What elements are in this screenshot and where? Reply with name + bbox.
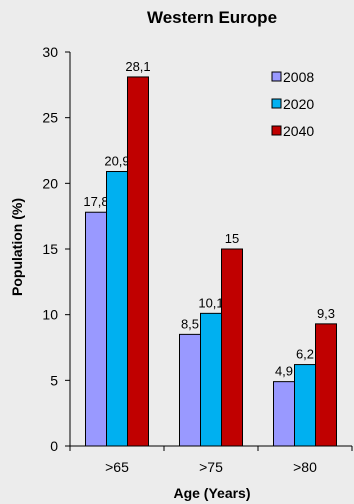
bar-2008-3	[273, 381, 295, 447]
legend-label-2020: 2020	[283, 96, 314, 112]
data-label: 17,8	[83, 194, 108, 209]
y-axis-label: Population (%)	[9, 198, 25, 296]
chart-title: Western Europe	[147, 8, 277, 27]
y-tick-label: 0	[50, 438, 58, 454]
x-tick-label: >65	[105, 459, 129, 475]
bar-2040-1	[127, 76, 149, 447]
plot-area: 0 5 10 15 20 25 30 17,8 20,9 28,1 >65 8,5 10,1 15 >75 4…	[42, 44, 353, 475]
y-tick-label: 20	[42, 175, 58, 191]
bar-2008-1	[85, 211, 107, 447]
data-label: 8,5	[181, 316, 199, 331]
legend-label-2040: 2040	[283, 123, 314, 139]
bar-2020-3	[294, 364, 316, 447]
x-tick-label: >75	[199, 459, 223, 475]
data-label: 9,3	[317, 306, 335, 321]
bar-2040-3	[315, 323, 337, 447]
bar-2040-2	[221, 248, 243, 447]
data-label: 20,9	[104, 154, 129, 169]
legend-swatch-2008	[271, 71, 282, 82]
data-label: 10,1	[198, 295, 223, 310]
y-tick-label: 10	[42, 307, 58, 323]
legend: 2008 2020 2040	[271, 69, 314, 139]
y-tick-label: 25	[42, 110, 58, 126]
y-tick-label: 30	[42, 44, 58, 60]
data-label: 6,2	[296, 347, 314, 362]
legend-label-2008: 2008	[283, 69, 314, 85]
data-label: 15	[225, 231, 239, 246]
x-axis-label: Age (Years)	[173, 485, 250, 501]
bar-2020-1	[106, 171, 128, 447]
x-tick-label: >80	[293, 459, 317, 475]
bar-2020-2	[200, 312, 222, 447]
legend-swatch-2020	[271, 98, 282, 109]
data-label: 28,1	[125, 59, 150, 74]
data-label: 4,9	[275, 364, 293, 379]
y-tick-label: 5	[50, 372, 58, 388]
bar-2008-2	[179, 333, 201, 447]
y-tick-label: 15	[42, 241, 58, 257]
legend-swatch-2040	[271, 125, 282, 136]
